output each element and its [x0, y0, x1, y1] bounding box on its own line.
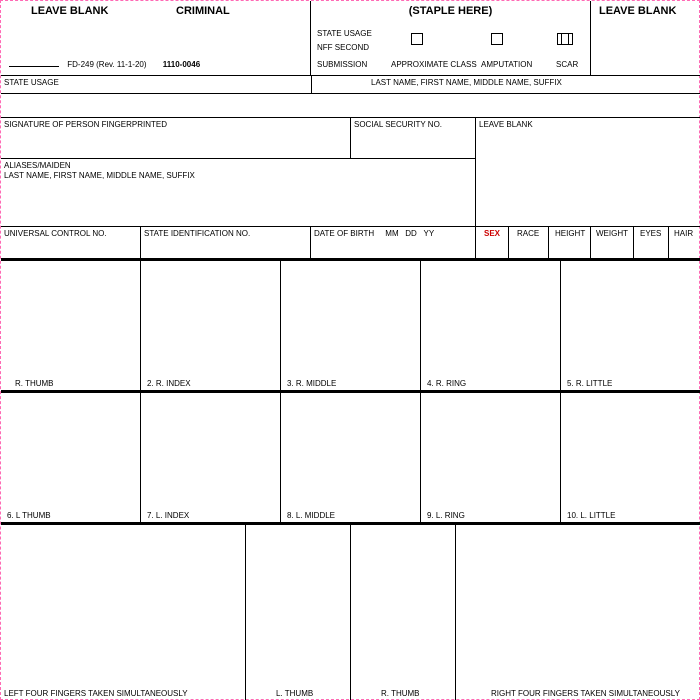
checkbox-submission[interactable] [411, 33, 423, 45]
r-index-box: 2. R. INDEX [141, 259, 281, 391]
sex-label: SEX [484, 229, 500, 238]
aliases-sub: LAST NAME, FIRST NAME, MIDDLE NAME, SUFF… [4, 171, 195, 180]
fingerprint-card: LEAVE BLANK CRIMINAL FD-249 (Rev. 11-1-2… [0, 0, 700, 700]
r-middle: 3. R. MIDDLE [287, 379, 336, 388]
lastname-label: LAST NAME, FIRST NAME, MIDDLE NAME, SUFF… [371, 78, 562, 87]
amputation-label: AMPUTATION [481, 60, 532, 69]
left-four-label: LEFT FOUR FINGERS TAKEN SIMULTANEOUSLY [4, 689, 188, 698]
eyes-label: EYES [640, 229, 661, 238]
form-no: 1110-0046 [163, 60, 200, 69]
l-ring: 9. L. RING [427, 511, 465, 520]
r-index: 2. R. INDEX [147, 379, 191, 388]
l-index: 7. L. INDEX [147, 511, 189, 520]
weight-box: WEIGHT [591, 227, 634, 259]
l-little: 10. L. LITTLE [567, 511, 615, 520]
weight-label: WEIGHT [596, 229, 628, 238]
dob-box: DATE OF BIRTH MM DD YY [311, 227, 476, 259]
l-middle: 8. L. MIDDLE [287, 511, 335, 520]
form-line [9, 57, 59, 67]
r-middle-box: 3. R. MIDDLE [281, 259, 421, 391]
aliases-label: ALIASES/MAIDEN [4, 161, 71, 170]
race-box: RACE [509, 227, 549, 259]
dob-label: DATE OF BIRTH [314, 229, 374, 238]
lastname-row: STATE USAGE LAST NAME, FIRST NAME, MIDDL… [1, 76, 700, 94]
leaveblank-box: LEAVE BLANK [476, 117, 700, 227]
eyes-box: EYES [634, 227, 669, 259]
header-staple: (STAPLE HERE) STATE USAGE NFF SECOND SUB… [311, 1, 591, 76]
rule-2 [1, 391, 700, 393]
l-middle-box: 8. L. MIDDLE [281, 391, 421, 523]
signature-box: SIGNATURE OF PERSON FINGERPRINTED [1, 117, 351, 159]
state-usage-2: STATE USAGE [4, 78, 59, 87]
checkbox-scar[interactable] [557, 33, 569, 45]
leave-blank-left: LEAVE BLANK [31, 5, 108, 17]
l-little-box: 10. L. LITTLE [561, 391, 700, 523]
l-thumb-box: 6. L THUMB [1, 391, 141, 523]
header-right: LEAVE BLANK [591, 1, 700, 76]
l-thumb-sim-box: L. THUMB [246, 523, 351, 700]
dob-mm: MM [385, 229, 398, 238]
l-ring-box: 9. L. RING [421, 391, 561, 523]
r-thumb-box: R. THUMB [1, 259, 141, 391]
signature-label: SIGNATURE OF PERSON FINGERPRINTED [4, 120, 167, 129]
submission-label: SUBMISSION [317, 60, 367, 69]
hair-box: HAIR [669, 227, 700, 259]
left-four-box: LEFT FOUR FINGERS TAKEN SIMULTANEOUSLY [1, 523, 246, 700]
height-label: HEIGHT [555, 229, 585, 238]
r-thumb-sim: R. THUMB [381, 689, 420, 698]
rule-1 [1, 259, 700, 261]
r-little-box: 5. R. LITTLE [561, 259, 700, 391]
divider [311, 76, 312, 94]
rule-3 [1, 523, 700, 525]
hair-label: HAIR [674, 229, 693, 238]
sid-box: STATE IDENTIFICATION NO. [141, 227, 311, 259]
ssn-box: SOCIAL SECURITY NO. [351, 117, 476, 159]
approx-label: APPROXIMATE CLASS [391, 60, 477, 69]
staple-here: (STAPLE HERE) [311, 5, 590, 17]
leave-blank-right: LEAVE BLANK [599, 5, 676, 17]
ucn-label: UNIVERSAL CONTROL NO. [4, 229, 107, 238]
aliases-box: ALIASES/MAIDEN LAST NAME, FIRST NAME, MI… [1, 159, 476, 227]
l-index-box: 7. L. INDEX [141, 391, 281, 523]
race-label: RACE [517, 229, 539, 238]
r-thumb-sim-box: R. THUMB [351, 523, 456, 700]
criminal-label: CRIMINAL [176, 5, 230, 17]
ssn-label: SOCIAL SECURITY NO. [354, 120, 442, 129]
header-left: LEAVE BLANK CRIMINAL FD-249 (Rev. 11-1-2… [1, 1, 311, 76]
l-thumb: 6. L THUMB [7, 511, 51, 520]
r-thumb: R. THUMB [15, 379, 54, 388]
nff-second: NFF SECOND [317, 43, 369, 52]
state-usage-label: STATE USAGE [317, 29, 372, 38]
r-ring-box: 4. R. RING [421, 259, 561, 391]
scar-label: SCAR [556, 60, 578, 69]
l-thumb-sim: L. THUMB [276, 689, 313, 698]
right-four-label: RIGHT FOUR FINGERS TAKEN SIMULTANEOUSLY [491, 689, 680, 698]
height-box: HEIGHT [549, 227, 591, 259]
dob-dd: DD [405, 229, 417, 238]
ucn-box: UNIVERSAL CONTROL NO. [1, 227, 141, 259]
right-four-box: RIGHT FOUR FINGERS TAKEN SIMULTANEOUSLY [456, 523, 700, 700]
sid-label: STATE IDENTIFICATION NO. [144, 229, 250, 238]
leaveblank-label: LEAVE BLANK [479, 120, 533, 129]
r-little: 5. R. LITTLE [567, 379, 612, 388]
dob-yy: YY [424, 229, 435, 238]
checkbox-approx[interactable] [491, 33, 503, 45]
sex-box: SEX [476, 227, 509, 259]
r-ring: 4. R. RING [427, 379, 466, 388]
form-id: FD-249 (Rev. 11-1-20) [67, 60, 146, 69]
